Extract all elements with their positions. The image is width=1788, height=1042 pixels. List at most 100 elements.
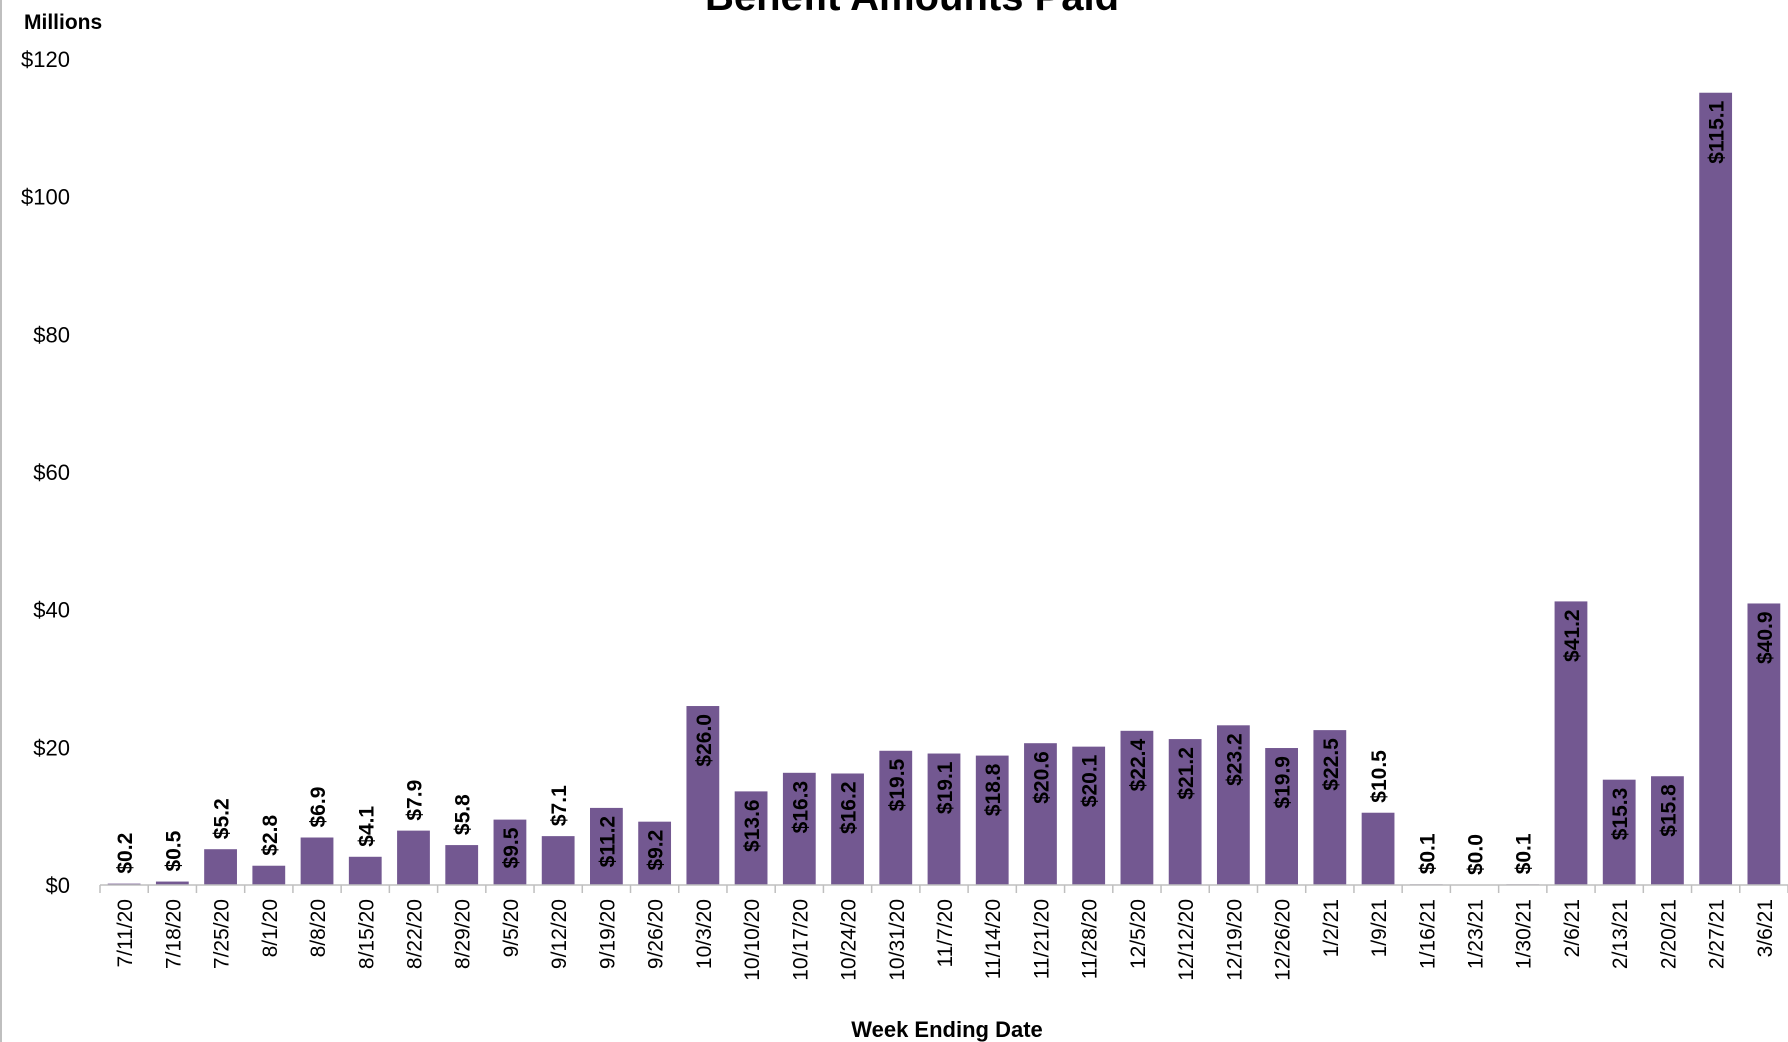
x-tick-label: 1/23/21 — [1465, 899, 1488, 969]
x-tick-label: 3/6/21 — [1754, 899, 1777, 957]
data-label: $9.2 — [645, 830, 668, 871]
data-label: $5.2 — [211, 798, 234, 839]
bar — [252, 865, 286, 885]
y-tick-label: $60 — [33, 460, 70, 485]
bar — [1120, 730, 1154, 885]
data-label: $4.1 — [355, 806, 378, 847]
data-label: $11.2 — [596, 816, 619, 867]
x-tick-label: 10/24/20 — [838, 899, 861, 981]
data-label: $0.1 — [1513, 833, 1536, 874]
data-label: $19.9 — [1272, 756, 1295, 809]
x-tick-label: 8/29/20 — [452, 899, 475, 969]
bar — [927, 753, 961, 885]
data-label: $2.8 — [259, 815, 282, 856]
x-tick-label: 12/5/20 — [1127, 899, 1150, 969]
bar — [1024, 743, 1057, 885]
x-tick-label: 8/1/20 — [259, 899, 282, 957]
data-label: $20.1 — [1079, 754, 1102, 807]
x-tick-label: 10/17/20 — [789, 899, 812, 981]
bar — [975, 755, 1009, 885]
bar — [1265, 748, 1298, 885]
x-tick-label: 1/9/21 — [1368, 899, 1391, 957]
bar — [879, 750, 913, 885]
y-tick-label: $40 — [33, 598, 70, 623]
x-tick-label: 1/30/21 — [1513, 899, 1536, 969]
x-tick-label: 9/19/20 — [596, 899, 619, 969]
bar — [1747, 603, 1781, 885]
bar — [1554, 601, 1588, 885]
x-tick-label: 8/22/20 — [403, 899, 426, 969]
bar — [397, 830, 430, 885]
x-tick-label: 8/8/20 — [307, 899, 330, 957]
data-label: $9.5 — [500, 827, 523, 868]
y-axis-ticks: $0 $20 $40 $60 $80 $100 $120 — [21, 47, 70, 898]
bar — [493, 819, 527, 885]
bar — [1313, 730, 1347, 885]
x-tick-label: 1/16/21 — [1416, 899, 1439, 969]
y-tick-label: $0 — [46, 873, 70, 898]
bar — [831, 773, 864, 885]
x-tick-label: 2/13/21 — [1609, 899, 1632, 969]
y-tick-label: $80 — [33, 322, 70, 347]
data-labels: $0.2 $0.5 $5.2 $2.8 $6.9 $4.1 $7.9 $5.8 $9.5 $7.1… — [114, 100, 1777, 875]
x-tick-label: 11/14/20 — [982, 899, 1005, 979]
x-axis-title: Week Ending Date — [851, 1017, 1043, 1042]
data-label: $19.5 — [886, 758, 909, 811]
x-tick-label: 7/11/20 — [114, 899, 137, 968]
x-tick-label: 2/20/21 — [1657, 899, 1680, 969]
x-tick-label: 9/5/20 — [500, 899, 523, 957]
data-label: $0.1 — [1416, 833, 1439, 874]
x-tick-label: 8/15/20 — [355, 899, 378, 969]
bar — [638, 821, 672, 885]
bars — [107, 92, 1781, 886]
x-tick-label: 2/27/21 — [1706, 899, 1729, 969]
data-label: $13.6 — [741, 799, 764, 852]
x-axis-ticks: 7/11/20 7/18/20 7/25/20 8/1/20 8/8/20 8/15/20… — [99, 885, 1788, 981]
x-tick-label: 11/28/20 — [1079, 899, 1102, 979]
x-tick-label: 11/7/20 — [934, 899, 957, 968]
bar — [445, 845, 479, 885]
x-tick-label: 10/31/20 — [886, 899, 909, 981]
bar — [1361, 812, 1395, 885]
data-label: $22.5 — [1320, 738, 1343, 791]
bar — [541, 836, 575, 885]
data-label: $18.8 — [982, 763, 1005, 816]
bar — [1072, 746, 1106, 885]
x-tick-label: 12/19/20 — [1223, 899, 1246, 981]
data-label: $15.3 — [1609, 788, 1632, 841]
bar — [686, 706, 720, 885]
bar — [1699, 92, 1733, 885]
x-tick-label: 7/18/20 — [162, 899, 185, 969]
data-label: $26.0 — [693, 714, 716, 767]
data-label: $41.2 — [1561, 609, 1584, 662]
data-label: $23.2 — [1223, 733, 1246, 786]
bar — [734, 791, 768, 885]
y-tick-label: $100 — [21, 185, 70, 210]
data-label: $16.2 — [838, 781, 861, 834]
bar — [204, 849, 237, 885]
data-label: $5.8 — [452, 794, 475, 835]
data-label: $0.2 — [114, 833, 137, 874]
data-label: $7.1 — [548, 785, 571, 826]
x-tick-label: 12/12/20 — [1175, 899, 1198, 981]
bar — [1651, 776, 1684, 885]
data-label: $0.0 — [1465, 834, 1488, 875]
bar — [155, 881, 189, 885]
data-label: $22.4 — [1127, 739, 1150, 792]
x-tick-label: 12/26/20 — [1272, 899, 1295, 981]
x-tick-label: 9/26/20 — [645, 899, 668, 969]
x-tick-label: 10/10/20 — [741, 899, 764, 981]
data-label: $15.8 — [1657, 784, 1680, 837]
data-label: $115.1 — [1706, 100, 1729, 163]
data-label: $20.6 — [1030, 751, 1053, 804]
data-label: $40.9 — [1754, 611, 1777, 664]
data-label: $10.5 — [1368, 750, 1391, 803]
data-label: $21.2 — [1175, 747, 1198, 800]
bar — [300, 837, 334, 885]
x-tick-label: 10/3/20 — [693, 899, 716, 969]
chart-title: Benefit Amounts Paid — [705, 0, 1119, 19]
data-label: $0.5 — [162, 830, 185, 871]
data-label: $6.9 — [307, 787, 330, 828]
